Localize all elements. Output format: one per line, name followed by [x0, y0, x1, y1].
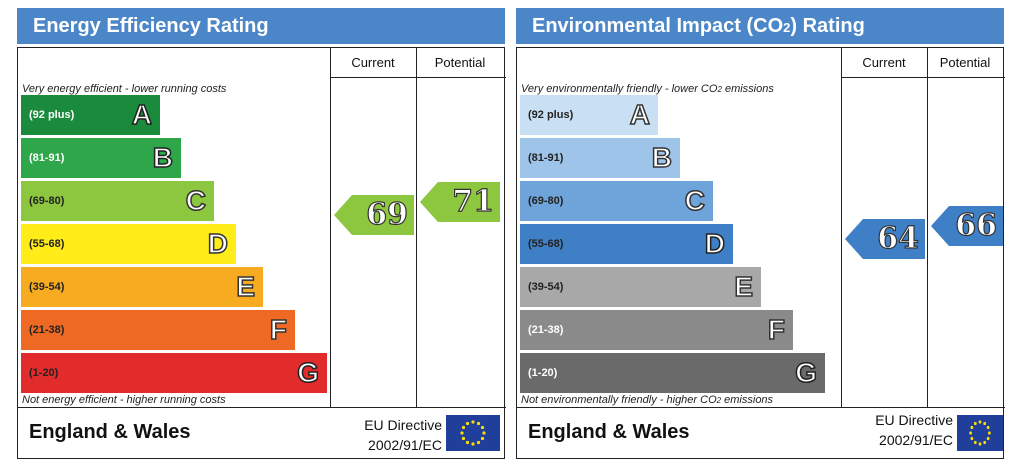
- current-rating-arrow: 69: [334, 195, 414, 235]
- caption-bottom: Not environmentally friendly - higher CO…: [521, 394, 773, 406]
- environmental-impact-title: Environmental Impact (CO2) Rating: [516, 8, 1004, 44]
- band-range-label: (81-91): [29, 152, 65, 164]
- band-a: (92 plus) A: [520, 95, 658, 135]
- current-rating-arrow: 64: [845, 219, 925, 259]
- band-letter: F: [767, 313, 786, 346]
- eu-flag-icon: [957, 415, 1003, 451]
- band-g: (1-20) G: [520, 353, 825, 393]
- band-range-label: (55-68): [528, 238, 564, 250]
- caption-bottom: Not energy efficient - higher running co…: [22, 394, 226, 406]
- footer-rule: [18, 407, 506, 408]
- eu-directive-text: EU Directive 2002/91/EC: [845, 410, 953, 450]
- band-f: (21-38) F: [21, 310, 295, 350]
- eu-directive-code: 2002/91/EC: [368, 437, 442, 453]
- band-letter: G: [794, 356, 817, 389]
- band-a: (92 plus) A: [21, 95, 160, 135]
- footer-country: England & Wales: [528, 421, 690, 443]
- eu-directive-label: EU Directive: [364, 417, 442, 433]
- footer-country: England & Wales: [29, 421, 191, 443]
- band-range-label: (69-80): [29, 195, 65, 207]
- caption-top: Very energy efficient - lower running co…: [22, 83, 227, 95]
- column-potential: Potential: [434, 55, 486, 70]
- band-letter: D: [207, 227, 229, 260]
- energy-chart-box: Current Potential Very energy efficient …: [17, 47, 506, 459]
- band-range-label: (21-38): [29, 324, 65, 336]
- footer-rule: [517, 407, 1005, 408]
- band-range-label: (39-54): [29, 281, 65, 293]
- band-c: (69-80) C: [21, 181, 214, 221]
- eu-directive-code: 2002/91/EC: [879, 432, 953, 448]
- column-current: Current: [351, 55, 395, 70]
- band-letter: E: [734, 270, 754, 303]
- band-letter: B: [651, 141, 673, 174]
- band-e: (39-54) E: [520, 267, 761, 307]
- band-letter: D: [704, 227, 726, 260]
- band-d: (55-68) D: [520, 224, 733, 264]
- band-range-label: (81-91): [528, 152, 564, 164]
- band-range-label: (92 plus): [528, 109, 574, 121]
- band-letter: F: [269, 313, 288, 346]
- band-g: (1-20) G: [21, 353, 327, 393]
- current-rating-value: 69: [366, 196, 409, 232]
- band-letter: G: [296, 356, 319, 389]
- caption-bottom-sub: 2: [716, 396, 722, 405]
- band-letter: A: [629, 98, 651, 131]
- band-range-label: (92 plus): [29, 109, 75, 121]
- band-letter: C: [185, 184, 207, 217]
- divider-potential: [416, 48, 417, 407]
- title-pre: Environmental Impact (CO: [532, 15, 784, 37]
- environment-chart-box: Current Potential Very environmentally f…: [516, 47, 1005, 459]
- caption-top: Very environmentally friendly - lower CO…: [521, 83, 774, 95]
- band-b: (81-91) B: [520, 138, 680, 178]
- column-current: Current: [862, 55, 906, 70]
- title-post: ) Rating: [790, 15, 865, 37]
- band-range-label: (39-54): [528, 281, 564, 293]
- energy-efficiency-panel: Energy Efficiency Rating Current Potenti…: [17, 8, 506, 459]
- band-e: (39-54) E: [21, 267, 263, 307]
- header-rule: [330, 77, 506, 78]
- potential-rating-arrow: 66: [931, 206, 1003, 246]
- band-range-label: (69-80): [528, 195, 564, 207]
- eu-flag-icon: [446, 415, 500, 451]
- column-potential: Potential: [939, 55, 991, 70]
- band-letter: C: [684, 184, 706, 217]
- caption-bottom-pre: Not environmentally friendly - higher CO: [521, 394, 717, 406]
- band-f: (21-38) F: [520, 310, 793, 350]
- caption-top-pre: Very environmentally friendly - lower CO: [521, 83, 718, 95]
- divider-potential: [927, 48, 928, 407]
- band-letter: B: [152, 141, 174, 174]
- band-range-label: (21-38): [528, 324, 564, 336]
- title-sub: 2: [783, 20, 791, 35]
- divider-current: [330, 48, 331, 407]
- band-range-label: (1-20): [528, 367, 558, 379]
- potential-rating-arrow: 71: [420, 182, 500, 222]
- potential-rating-value: 71: [452, 183, 495, 219]
- band-letter: A: [131, 98, 153, 131]
- caption-top-post: emissions: [721, 83, 774, 95]
- header-rule: [841, 77, 1005, 78]
- band-range-label: (1-20): [29, 367, 59, 379]
- band-b: (81-91) B: [21, 138, 181, 178]
- band-range-label: (55-68): [29, 238, 65, 250]
- potential-rating-value: 66: [955, 207, 998, 243]
- band-letter: E: [236, 270, 256, 303]
- environmental-impact-panel: Environmental Impact (CO2) Rating Curren…: [516, 8, 1005, 459]
- band-d: (55-68) D: [21, 224, 236, 264]
- energy-efficiency-title: Energy Efficiency Rating: [17, 8, 505, 44]
- band-c: (69-80) C: [520, 181, 713, 221]
- caption-top-sub: 2: [717, 85, 722, 94]
- eu-directive-label: EU Directive: [875, 412, 953, 428]
- divider-current: [841, 48, 842, 407]
- current-rating-value: 64: [877, 220, 920, 256]
- caption-bottom-post: emissions: [721, 394, 774, 406]
- eu-directive-text: EU Directive 2002/91/EC: [334, 415, 442, 455]
